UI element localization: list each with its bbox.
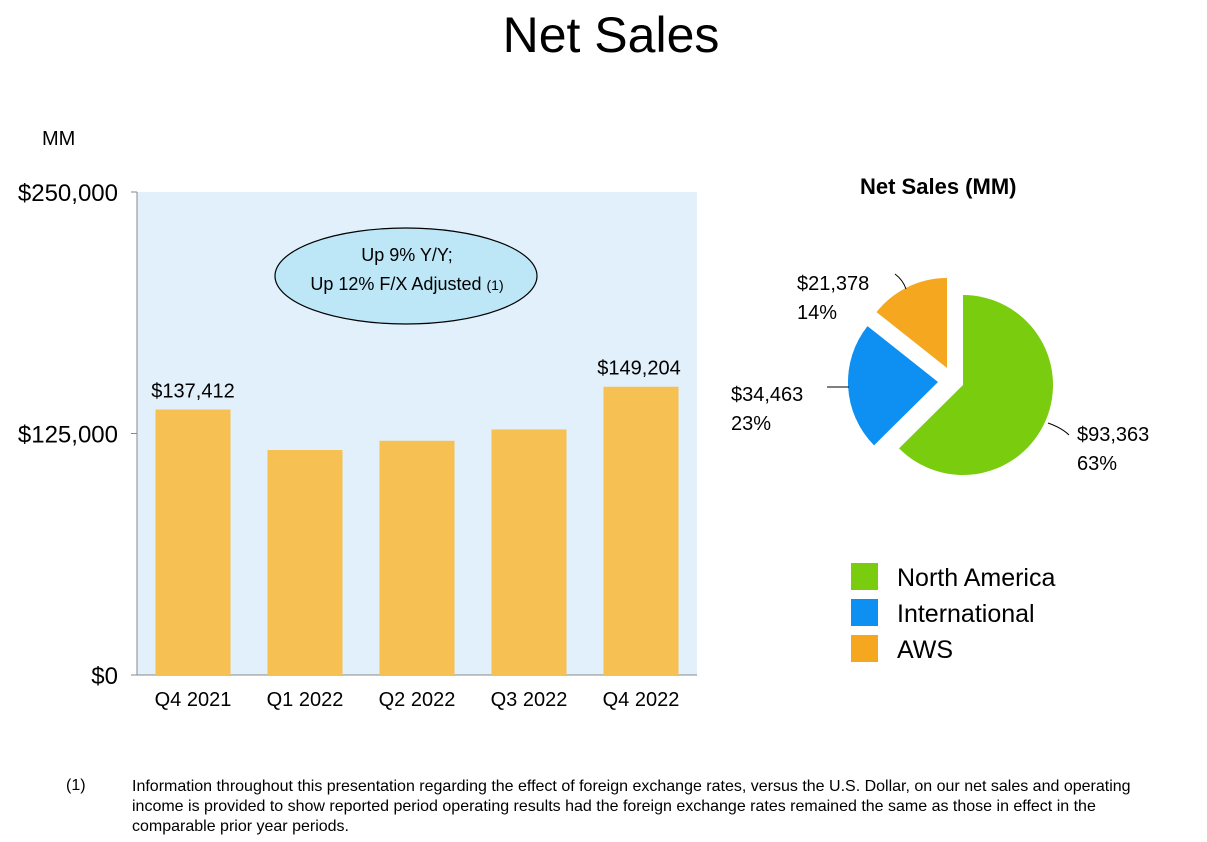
pie-pct-label: 23% — [731, 413, 771, 435]
pie-title: Net Sales (MM) — [860, 174, 1017, 199]
pie-slice-aws — [876, 278, 947, 368]
pie-pct-label: 14% — [797, 302, 837, 324]
legend-swatch — [851, 599, 878, 626]
legend-swatch — [851, 635, 878, 662]
pie-value-label: $93,363 — [1077, 424, 1149, 446]
pie-value-label: $21,378 — [797, 273, 869, 295]
page-title: Net Sales — [502, 7, 720, 63]
footnote-marker: (1) — [66, 777, 86, 794]
bar-q4-2022 — [603, 386, 679, 675]
y-axis-unit: MM — [42, 128, 76, 150]
y-tick-label: $250,000 — [18, 180, 118, 207]
leader-line — [894, 273, 907, 290]
footnote-text: Information throughout this presentation… — [132, 778, 1131, 835]
y-tick-label: $125,000 — [18, 422, 118, 449]
callout-ellipse — [274, 227, 538, 325]
callout-text: Up 12% F/X Adjusted — [310, 274, 482, 294]
bar-data-label: $137,412 — [151, 381, 234, 403]
pie-slice-north-america — [899, 295, 1053, 475]
bar-q3-2022 — [491, 429, 567, 675]
legend-label: International — [897, 600, 1035, 628]
callout-line1: Up 9% Y/Y; — [361, 245, 453, 265]
callout-note: (1) — [486, 277, 504, 293]
pie-slice-international — [847, 326, 938, 446]
legend-label: North America — [897, 564, 1055, 592]
bar-q1-2022 — [267, 450, 343, 675]
x-tick-label: Q4 2021 — [155, 689, 232, 711]
bar-data-label: $149,204 — [597, 358, 680, 380]
y-tick-label: $0 — [91, 663, 118, 690]
legend-label: AWS — [897, 636, 953, 664]
x-tick-label: Q2 2022 — [379, 689, 456, 711]
bar-q2-2022 — [379, 440, 455, 675]
leader-line — [1047, 422, 1070, 436]
pie-pct-label: 63% — [1077, 453, 1117, 475]
x-tick-label: Q4 2022 — [603, 689, 680, 711]
pie-value-label: $34,463 — [731, 384, 803, 406]
callout-line2: Up 12% F/X Adjusted (1) — [276, 274, 538, 295]
x-tick-label: Q1 2022 — [267, 689, 344, 711]
legend-swatch — [851, 563, 878, 590]
x-tick-label: Q3 2022 — [491, 689, 568, 711]
bar-q4-2021 — [155, 409, 231, 675]
